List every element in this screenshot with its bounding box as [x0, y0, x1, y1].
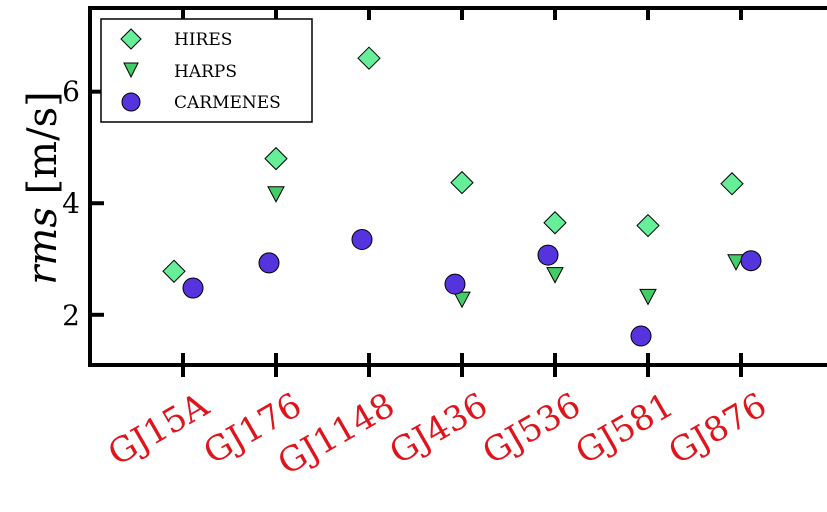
category-label-GJ15A: GJ15A: [101, 385, 215, 474]
marker-carmenes-GJ176: [258, 252, 280, 274]
legend-marker-carmenes: [121, 92, 141, 112]
y-axis-label: rms [m/s]: [20, 91, 66, 284]
marker-harps-GJ436: [453, 291, 471, 309]
y-axis-label-unit: [m/s]: [20, 91, 66, 207]
marker-harps-GJ536: [546, 267, 564, 284]
y-tick-label-2: 2: [62, 299, 80, 332]
marker-hires-GJ876: [720, 172, 744, 196]
marker-harps-GJ581: [639, 288, 657, 306]
data-markers: [162, 46, 762, 347]
legend: HIRES HARPS CARMENES: [100, 18, 313, 123]
y-tick-label-4: 4: [62, 187, 80, 220]
y-tick-label-6: 6: [62, 75, 80, 108]
marker-harps-GJ876: [727, 254, 745, 271]
marker-carmenes-GJ536: [537, 244, 559, 266]
legend-marker-harps: [123, 62, 139, 79]
legend-label-hires: HIRES: [174, 30, 232, 50]
legend-label-harps: HARPS: [174, 62, 237, 82]
category-label-GJ876: GJ876: [662, 385, 774, 472]
category-label-GJ536: GJ536: [476, 385, 588, 472]
marker-carmenes-GJ581: [630, 325, 652, 347]
marker-hires-GJ15A: [162, 259, 186, 283]
marker-harps-GJ176: [267, 186, 285, 203]
marker-hires-GJ1148: [357, 46, 381, 70]
marker-carmenes-GJ436: [444, 273, 466, 295]
marker-hires-GJ436: [450, 170, 474, 195]
marker-hires-GJ176: [264, 146, 288, 171]
marker-hires-GJ536: [543, 211, 567, 235]
marker-carmenes-GJ876: [740, 250, 762, 272]
axis-ticks: [90, 8, 743, 377]
y-axis-label-italic: rms: [20, 207, 66, 285]
marker-carmenes-GJ15A: [182, 277, 204, 299]
marker-carmenes-GJ1148: [351, 228, 373, 250]
marker-hires-GJ581: [636, 213, 660, 238]
legend-label-carmenes: CARMENES: [174, 93, 281, 113]
legend-marker-hires: [120, 28, 142, 50]
category-label-GJ436: GJ436: [383, 385, 495, 472]
category-label-GJ581: GJ581: [569, 385, 681, 472]
